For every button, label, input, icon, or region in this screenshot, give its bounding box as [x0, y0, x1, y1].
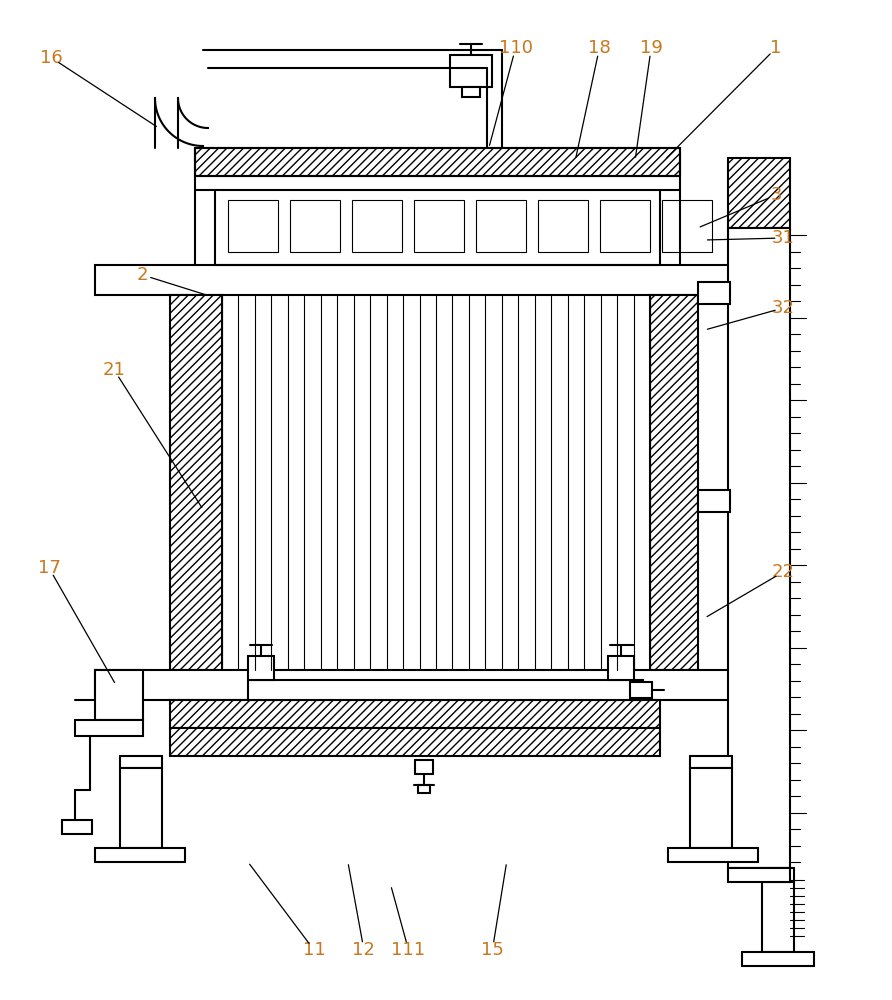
Bar	[170, 295, 222, 670]
Bar	[462, 87, 480, 97]
Bar	[95, 670, 143, 720]
Bar	[248, 680, 643, 700]
Bar	[450, 55, 492, 87]
Bar	[662, 200, 712, 252]
Text: 21: 21	[103, 361, 126, 379]
Bar	[248, 656, 274, 680]
Text: 2: 2	[137, 266, 148, 284]
Text: 111: 111	[392, 941, 425, 959]
Bar	[728, 228, 790, 868]
Bar	[690, 768, 732, 848]
Text: 1: 1	[771, 39, 781, 57]
Text: 17: 17	[37, 559, 61, 577]
Bar	[698, 282, 730, 304]
Text: 12: 12	[352, 941, 376, 959]
Bar	[418, 785, 430, 793]
Text: 19: 19	[640, 39, 663, 57]
Text: 15: 15	[481, 941, 504, 959]
Bar	[600, 200, 650, 252]
Bar	[690, 756, 732, 768]
Bar	[476, 200, 526, 252]
Bar	[415, 760, 433, 774]
Bar	[228, 200, 278, 252]
Bar	[170, 728, 660, 756]
Bar	[95, 670, 785, 700]
Text: 31: 31	[772, 229, 795, 247]
Text: 18: 18	[588, 39, 611, 57]
Bar	[762, 868, 794, 882]
Bar	[195, 148, 680, 176]
Bar	[668, 848, 758, 862]
Bar	[352, 200, 402, 252]
Bar	[414, 200, 464, 252]
Text: 32: 32	[772, 299, 795, 317]
Bar	[62, 820, 92, 834]
Bar	[290, 200, 340, 252]
Text: 3: 3	[771, 186, 781, 204]
Bar	[728, 868, 790, 882]
Bar	[95, 265, 785, 295]
Text: 11: 11	[302, 941, 326, 959]
Bar	[608, 656, 634, 680]
Bar	[95, 848, 185, 862]
Text: 22: 22	[772, 563, 795, 581]
Text: 110: 110	[499, 39, 533, 57]
Bar	[650, 295, 698, 670]
Bar	[728, 158, 790, 228]
Bar	[762, 882, 794, 952]
Bar	[120, 756, 162, 768]
Text: 16: 16	[40, 49, 63, 67]
Bar	[630, 682, 652, 698]
Bar	[170, 700, 660, 728]
Bar	[120, 768, 162, 848]
Bar	[75, 720, 143, 736]
Bar	[538, 200, 588, 252]
Bar	[698, 490, 730, 512]
Bar	[742, 952, 814, 966]
